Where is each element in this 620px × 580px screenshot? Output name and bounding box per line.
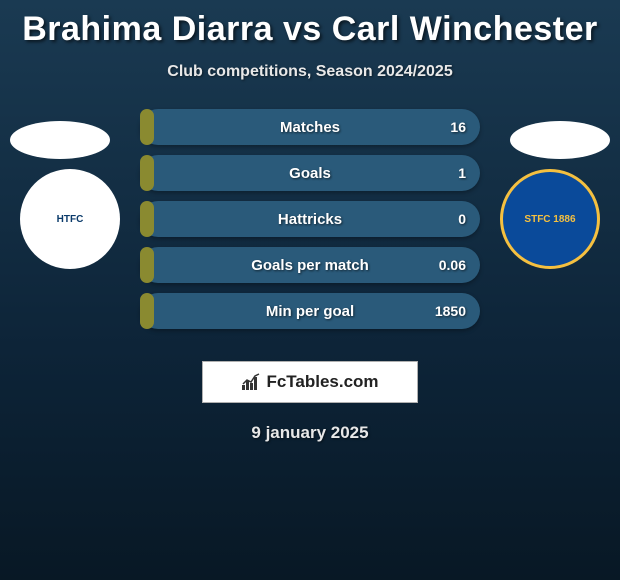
stat-label: Matches [280, 119, 340, 136]
team-left-badge: HTFC [20, 169, 120, 269]
stat-row: Min per goal 1850 [140, 293, 480, 329]
stat-label: Goals [289, 165, 331, 182]
comparison-title: Brahima Diarra vs Carl Winchester [0, 0, 620, 49]
stat-right-value: 16 [450, 119, 466, 135]
comparison-subtitle: Club competitions, Season 2024/2025 [0, 63, 620, 81]
team-right-badge: STFC 1886 [500, 169, 600, 269]
stat-right-value: 1850 [435, 303, 466, 319]
stat-label: Goals per match [251, 257, 369, 274]
stat-fill [140, 109, 154, 145]
comparison-body: HTFC STFC 1886 Matches 16 Goals 1 Hattricks 0… [0, 109, 620, 349]
comparison-date: 9 january 2025 [0, 423, 620, 443]
stats-list: Matches 16 Goals 1 Hattricks 0 Goals per match… [140, 109, 480, 339]
brand-box: FcTables.com [202, 361, 418, 403]
stat-row: Goals per match 0.06 [140, 247, 480, 283]
stat-fill [140, 201, 154, 237]
stat-right-value: 0 [458, 211, 466, 227]
brand-text: FcTables.com [266, 372, 378, 392]
stat-label: Hattricks [278, 211, 342, 228]
player-left-avatar-placeholder [10, 121, 110, 159]
player-right-avatar-placeholder [510, 121, 610, 159]
stat-row: Goals 1 [140, 155, 480, 191]
stat-fill [140, 247, 154, 283]
stat-right-value: 0.06 [439, 257, 466, 273]
stat-right-value: 1 [458, 165, 466, 181]
stat-row: Hattricks 0 [140, 201, 480, 237]
team-left-badge-text: HTFC [57, 214, 84, 225]
stat-row: Matches 16 [140, 109, 480, 145]
chart-icon [241, 373, 261, 391]
stat-fill [140, 293, 154, 329]
stat-label: Min per goal [266, 303, 354, 320]
team-right-badge-text: STFC 1886 [524, 214, 575, 225]
stat-fill [140, 155, 154, 191]
